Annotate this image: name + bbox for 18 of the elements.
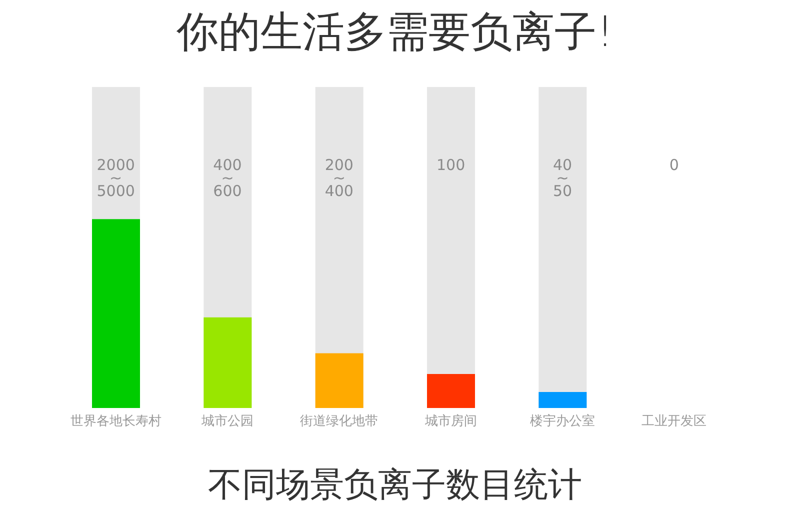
chart-title: 你的生活多需要负离子! [176,6,614,58]
text: 200~400 [324,156,354,200]
bar [427,374,475,408]
text: 400~600 [213,156,242,200]
x-tick-label: 工业开发区 [642,414,707,430]
x-tick-label: 城市房间 [424,413,477,430]
x-tick-label: 街道绿化地带 [300,414,378,430]
text: 100 [436,156,466,174]
text: 2000~5000 [96,156,135,200]
x-tick-label: 楼宇办公室 [530,413,595,430]
bar [538,392,587,408]
x-tick-label: 世界各地长寿村 [70,414,162,430]
bar [315,353,364,408]
text: 40~50 [552,156,572,200]
x-tick-label: 城市公园 [200,414,254,430]
x-axis-title: 不同场景负离子数目统计 [207,464,583,507]
text: 0 [669,156,679,174]
bar [204,317,252,408]
